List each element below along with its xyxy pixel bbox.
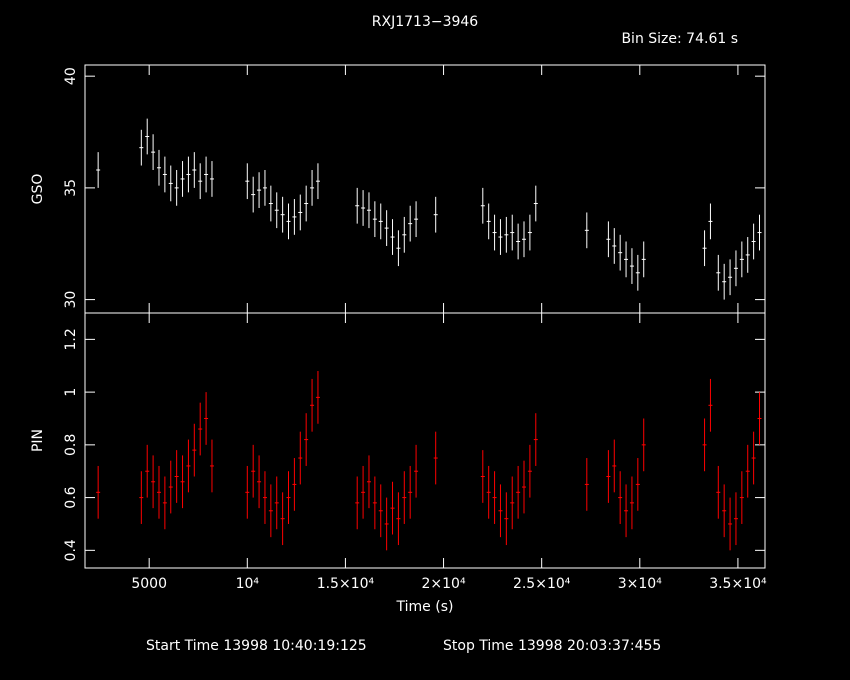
y-tick-label: 0.8 — [63, 434, 79, 456]
y-axis-label: GSO — [30, 174, 46, 205]
x-tick-label: 1.5×10⁴ — [317, 576, 375, 592]
y-tick-label: 0.4 — [63, 539, 79, 561]
frame — [84, 64, 766, 569]
bin-size: Bin Size: 74.61 s — [621, 31, 738, 47]
stop-time: Stop Time 13998 20:03:37:455 — [443, 638, 661, 654]
chart-title: RXJ1713−3946 — [372, 14, 479, 30]
x-tick-label: 3.5×10⁴ — [709, 576, 767, 592]
y-tick-label: 1 — [63, 388, 79, 397]
start-time: Start Time 13998 10:40:19:125 — [146, 638, 367, 654]
y-tick-label: 40 — [63, 67, 79, 85]
y-axis-label: PIN — [30, 429, 46, 452]
x-tick-label: 2×10⁴ — [422, 576, 466, 592]
x-tick-label: 10⁴ — [236, 576, 260, 592]
y-tick-label: 0.6 — [63, 486, 79, 508]
x-tick-label: 2.5×10⁴ — [513, 576, 571, 592]
y-tick-label: 35 — [63, 179, 79, 197]
x-tick-label: 3×10⁴ — [618, 576, 662, 592]
y-tick-label: 30 — [63, 291, 79, 309]
x-axis-label: Time (s) — [396, 599, 454, 615]
x-tick-label: 5000 — [131, 576, 167, 592]
y-tick-label: 1.2 — [63, 328, 79, 350]
